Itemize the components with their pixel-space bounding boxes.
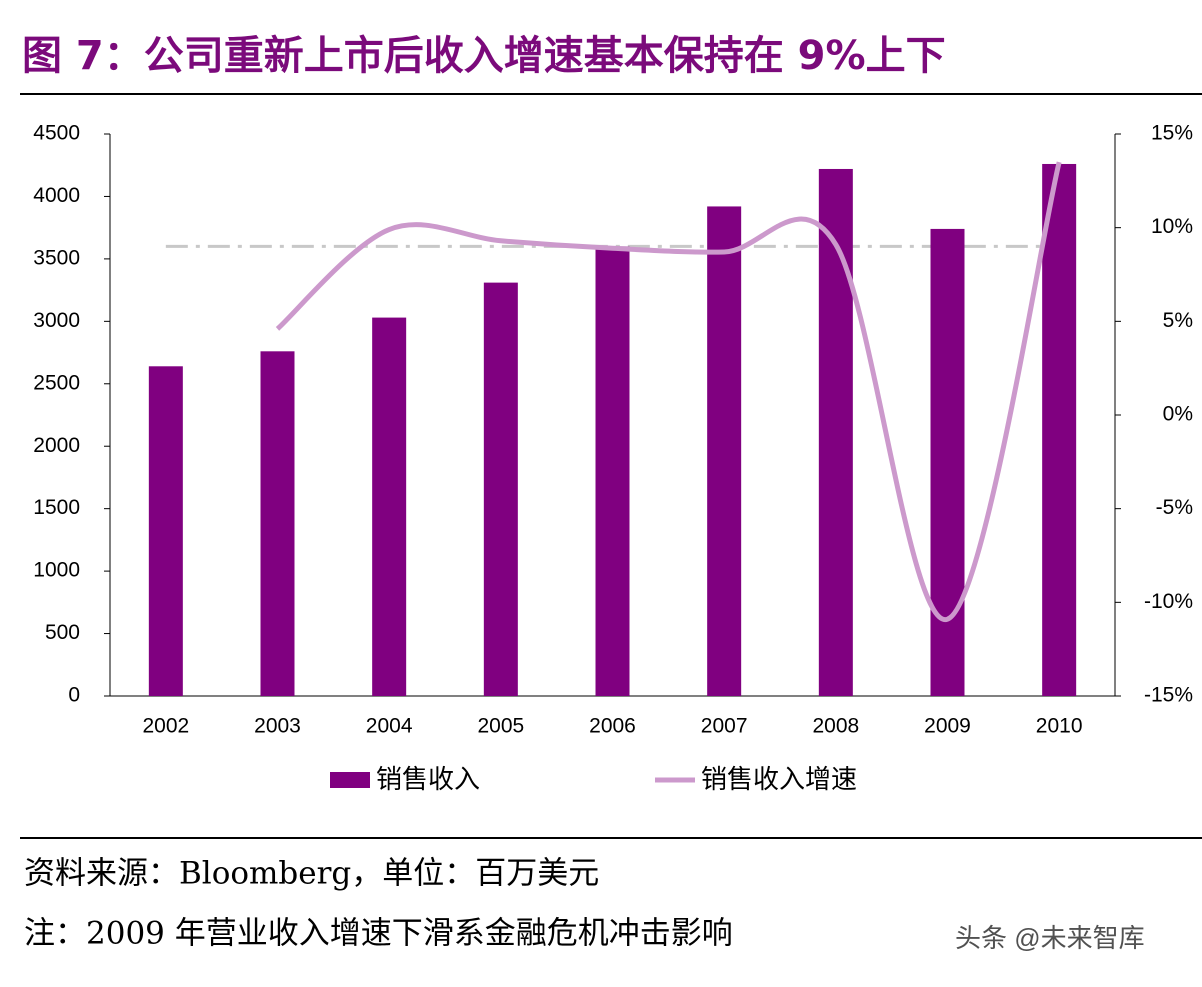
x-tick-label: 2010 — [1036, 715, 1083, 738]
x-tick-label: 2009 — [924, 715, 971, 738]
bar — [148, 366, 183, 696]
y2-tick-label: -15% — [1144, 684, 1193, 707]
x-tick-label: 2003 — [254, 715, 301, 738]
x-tick-label: 2002 — [142, 715, 189, 738]
note: 注：2009 年营业收入增速下滑系金融危机冲击影响 — [24, 916, 733, 952]
y2-tick-label: 5% — [1163, 309, 1193, 332]
y-tick-label: 4000 — [33, 184, 80, 207]
watermark: 头条 @未来智库 — [955, 923, 1145, 953]
y2-tick-label: 15% — [1151, 122, 1193, 145]
line — [275, 161, 1062, 622]
bar — [483, 282, 518, 696]
bar — [930, 228, 965, 696]
x-tick-label: 2006 — [589, 715, 636, 738]
legend-label: 销售收入 — [376, 765, 480, 795]
y-tick-label: 500 — [45, 621, 80, 644]
y2-tick-label: -10% — [1144, 590, 1193, 613]
x-tick-label: 2007 — [701, 715, 748, 738]
bar — [707, 206, 742, 697]
legend-swatch — [330, 772, 370, 788]
y2-tick-label: 10% — [1151, 215, 1193, 238]
legend-label: 销售收入增速 — [701, 765, 857, 795]
bar — [818, 168, 853, 697]
y-tick-label: 0 — [68, 684, 80, 707]
bar — [595, 246, 630, 696]
y-tick-label: 1500 — [33, 496, 80, 519]
y-tick-label: 1000 — [33, 559, 80, 582]
chart-title: 图 7：公司重新上市后收入增速基本保持在 9%上下 — [22, 33, 946, 79]
bar — [372, 317, 407, 696]
bar — [1042, 163, 1077, 696]
y2-tick-label: 0% — [1163, 403, 1193, 426]
y-tick-label: 3500 — [33, 246, 80, 269]
y-tick-label: 3000 — [33, 309, 80, 332]
bar — [260, 351, 295, 696]
x-tick-label: 2004 — [366, 715, 413, 738]
x-tick-label: 2005 — [477, 715, 524, 738]
x-tick-label: 2008 — [812, 715, 859, 738]
y-tick-label: 2000 — [33, 434, 80, 457]
source: 资料来源：Bloomberg，单位：百万美元 — [24, 856, 599, 892]
y2-tick-label: -5% — [1156, 496, 1193, 519]
y-tick-label: 2500 — [33, 371, 80, 394]
y-tick-label: 4500 — [33, 122, 80, 145]
